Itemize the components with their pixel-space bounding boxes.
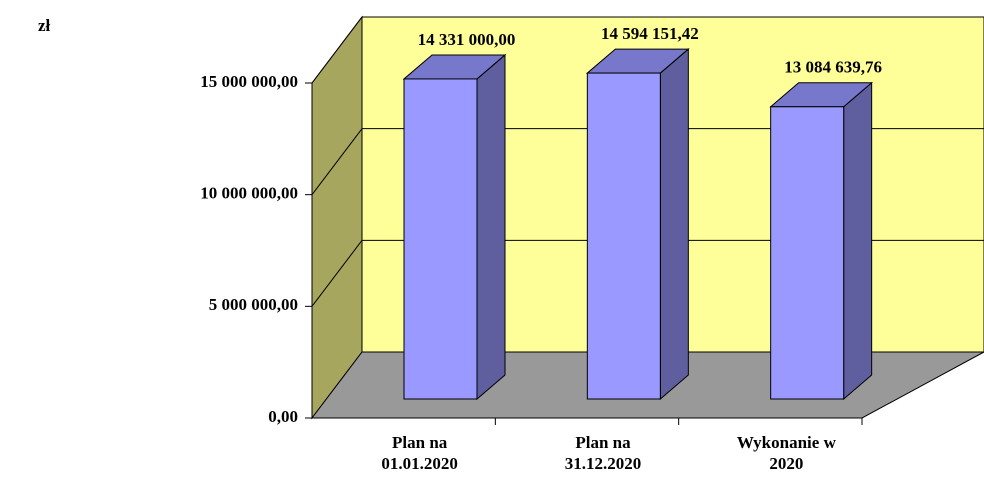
- x-tick-label: Plan na 31.12.2020: [564, 433, 642, 473]
- value-label: 13 084 639,76: [784, 58, 882, 77]
- grid-line: [311, 16, 363, 84]
- bar-side: [659, 47, 689, 401]
- y-tick-label: 15 000 000,00: [200, 72, 298, 91]
- value-label: 14 594 151,42: [601, 24, 699, 43]
- x-tick-label: Wykonanie w 2020: [736, 433, 836, 473]
- bar-side: [476, 53, 506, 401]
- bar: [403, 78, 478, 400]
- x-tick-label: Plan na 01.01.2020: [381, 433, 458, 473]
- grid-line: [311, 240, 363, 307]
- y-tick-label: 10 000 000,00: [200, 184, 298, 203]
- grid-line: [311, 128, 363, 195]
- y-unit-label: zł: [38, 16, 51, 35]
- y-tick-label: 5 000 000,00: [209, 295, 298, 314]
- value-label: 14 331 000,00: [418, 30, 516, 49]
- y-tick-label: 0,00: [268, 407, 298, 426]
- bar: [586, 72, 661, 400]
- bar: [770, 106, 845, 400]
- side-wall: [311, 15, 363, 420]
- bar-side: [843, 81, 873, 401]
